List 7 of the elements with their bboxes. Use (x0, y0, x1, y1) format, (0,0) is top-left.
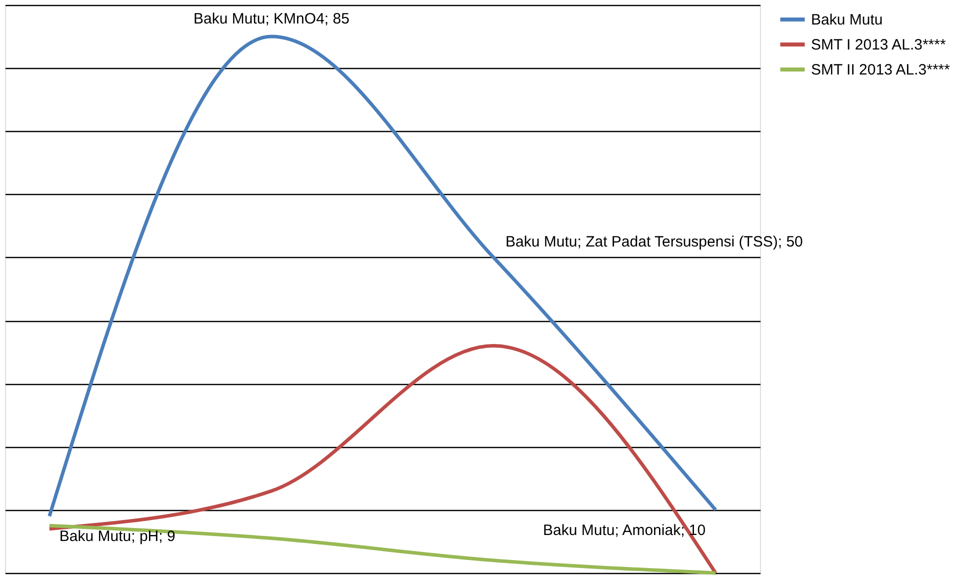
legend-label: SMT II 2013 AL.3**** (811, 62, 950, 78)
data-label: Baku Mutu; pH; 9 (59, 528, 176, 546)
legend-label: SMT I 2013 AL.3**** (811, 36, 946, 54)
data-label: Baku Mutu; KMnO4; 85 (194, 10, 350, 28)
legend-label: Baku Mutu (811, 12, 883, 28)
data-label: Baku Mutu; Amoniak; 10 (542, 522, 706, 539)
data-label: Baku Mutu; Zat Padat Tersuspensi (TSS); 50 (506, 233, 803, 250)
